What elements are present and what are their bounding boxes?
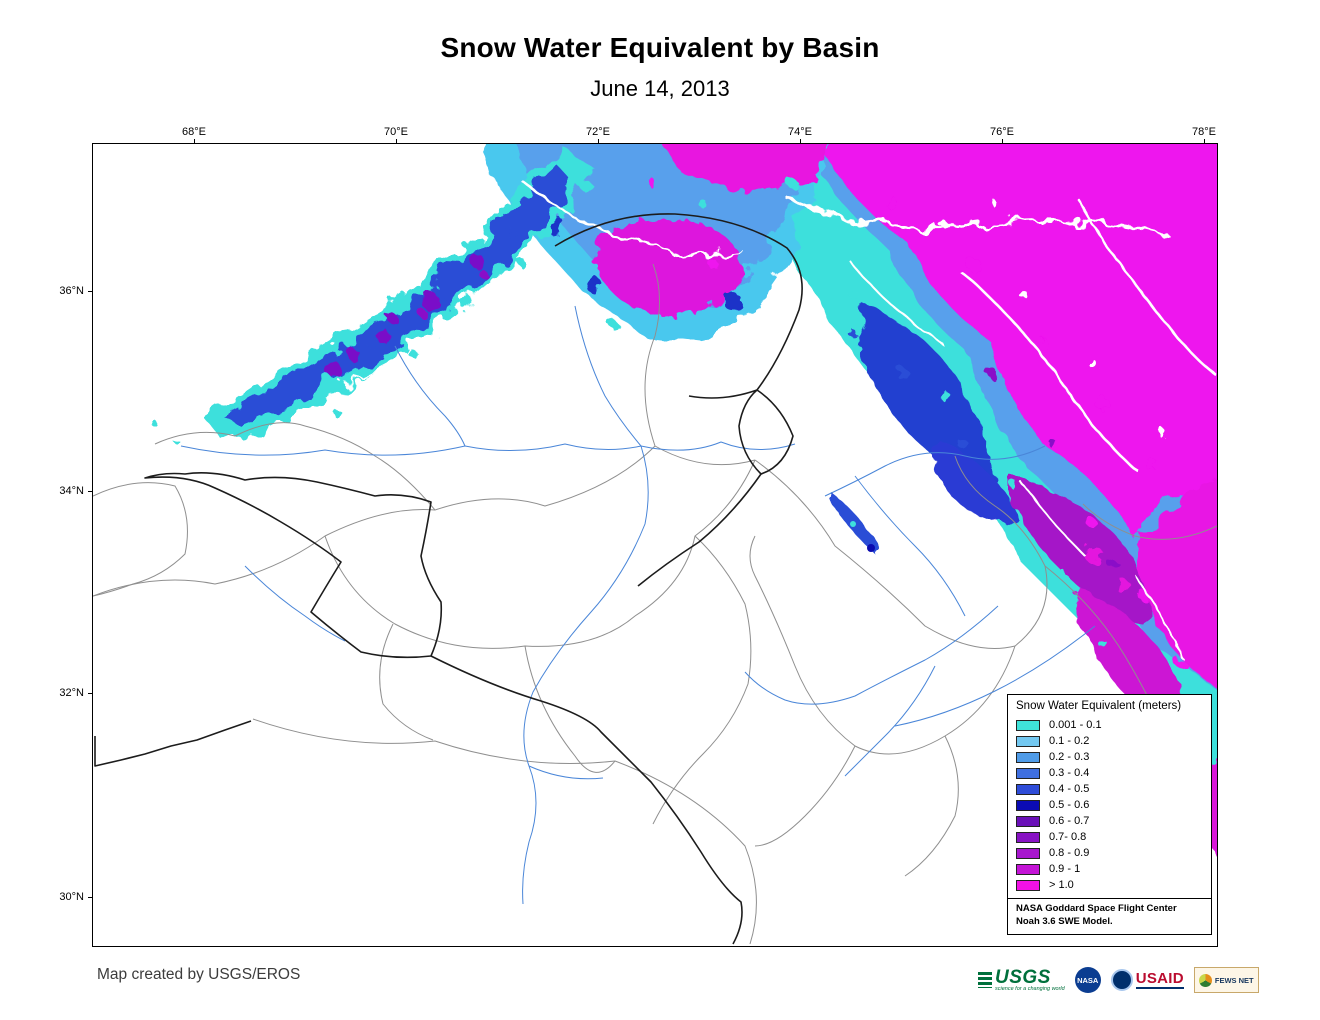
legend-label: 0.3 - 0.4	[1049, 767, 1090, 780]
map-credit: Map created by USGS/EROS	[97, 966, 301, 983]
legend-swatch	[1016, 735, 1040, 747]
legend-row: 0.1 - 0.2	[1016, 733, 1203, 749]
y-axis-tick	[88, 897, 93, 898]
y-axis-tick	[88, 291, 93, 292]
legend-source-line2: Noah 3.6 SWE Model.	[1016, 915, 1113, 927]
x-axis-tick	[800, 139, 801, 144]
legend-swatch	[1016, 719, 1040, 731]
legend-swatch	[1016, 783, 1040, 795]
legend: Snow Water Equivalent (meters) 0.001 - 0…	[1007, 694, 1212, 935]
usgs-wordmark: USGS	[995, 966, 1051, 988]
legend-swatch	[1016, 751, 1040, 763]
y-axis-tick	[88, 491, 93, 492]
snow-cover-layer	[152, 144, 1217, 877]
y-axis-label: 36°N	[59, 285, 84, 297]
river-network	[180, 305, 1096, 905]
legend-label: 0.7- 0.8	[1049, 831, 1087, 844]
y-axis-tick	[88, 693, 93, 694]
fewsnet-wordmark: FEWS NET	[1214, 975, 1254, 985]
y-axis-label: 34°N	[59, 485, 84, 497]
fewsnet-globe-icon	[1198, 973, 1212, 987]
legend-swatch	[1016, 767, 1040, 779]
legend-source: NASA Goddard Space Flight Center Noah 3.…	[1008, 898, 1211, 929]
legend-row: 0.8 - 0.9	[1016, 845, 1203, 861]
legend-label: 0.001 - 0.1	[1049, 719, 1102, 732]
footer-logos: USGS science for a changing world NASA U…	[978, 964, 1259, 996]
map-canvas	[93, 144, 1217, 945]
usaid-seal-icon	[1110, 969, 1133, 991]
legend-label: 0.8 - 0.9	[1049, 847, 1090, 860]
country-border	[94, 213, 803, 945]
x-axis-tick	[1204, 139, 1205, 144]
x-axis-label: 76°E	[990, 126, 1014, 138]
legend-label: > 1.0	[1049, 879, 1074, 892]
x-axis-label: 78°E	[1192, 126, 1216, 138]
x-axis-label: 68°E	[182, 126, 206, 138]
legend-source-line1: NASA Goddard Space Flight Center	[1016, 903, 1177, 915]
basin-boundaries	[93, 263, 1217, 945]
usgs-strata-icon	[978, 972, 992, 988]
legend-row: 0.2 - 0.3	[1016, 749, 1203, 765]
legend-label: 0.4 - 0.5	[1049, 783, 1090, 796]
usaid-wordmark: USAID	[1135, 970, 1184, 987]
legend-swatch	[1016, 863, 1040, 875]
legend-row: 0.4 - 0.5	[1016, 781, 1203, 797]
legend-swatch	[1016, 847, 1040, 859]
x-axis-tick	[396, 139, 397, 144]
legend-row: > 1.0	[1016, 877, 1203, 893]
x-axis-tick	[1002, 139, 1003, 144]
x-axis-tick	[598, 139, 599, 144]
legend-swatch	[1016, 831, 1040, 843]
fewsnet-logo: FEWS NET	[1193, 967, 1259, 993]
legend-swatch	[1016, 799, 1040, 811]
usgs-logo: USGS science for a changing world	[978, 968, 1065, 993]
legend-row: 0.6 - 0.7	[1016, 813, 1203, 829]
x-axis-tick	[194, 139, 195, 144]
usgs-tagline: science for a changing world	[995, 985, 1065, 992]
legend-swatch	[1016, 815, 1040, 827]
usaid-bar	[1135, 987, 1184, 989]
nasa-logo: NASA	[1074, 967, 1101, 993]
legend-label: 0.9 - 1	[1049, 863, 1081, 876]
x-axis-label: 74°E	[788, 126, 812, 138]
legend-label: 0.5 - 0.6	[1049, 799, 1090, 812]
x-axis-label: 72°E	[586, 126, 610, 138]
legend-swatch	[1016, 879, 1040, 891]
legend-label: 0.1 - 0.2	[1049, 735, 1090, 748]
legend-label: 0.2 - 0.3	[1049, 751, 1090, 764]
page-title: Snow Water Equivalent by Basin	[440, 32, 880, 63]
legend-row: 0.001 - 0.1	[1016, 717, 1203, 733]
drainage-channels	[342, 180, 1217, 660]
legend-label: 0.6 - 0.7	[1049, 815, 1090, 828]
map-frame: 68°E 70°E 72°E 74°E 76°E 78°E 36°N 34°N …	[59, 126, 1218, 947]
page-subtitle: June 14, 2013	[590, 76, 730, 101]
usaid-logo: USAID	[1110, 969, 1184, 991]
y-axis-label: 30°N	[59, 891, 84, 903]
legend-row: 0.7- 0.8	[1016, 829, 1203, 845]
legend-row: 0.9 - 1	[1016, 861, 1203, 877]
legend-row: 0.5 - 0.6	[1016, 797, 1203, 813]
legend-row: 0.3 - 0.4	[1016, 765, 1203, 781]
x-axis-label: 70°E	[384, 126, 408, 138]
legend-title: Snow Water Equivalent (meters)	[1016, 700, 1182, 713]
y-axis-label: 32°N	[59, 687, 84, 699]
